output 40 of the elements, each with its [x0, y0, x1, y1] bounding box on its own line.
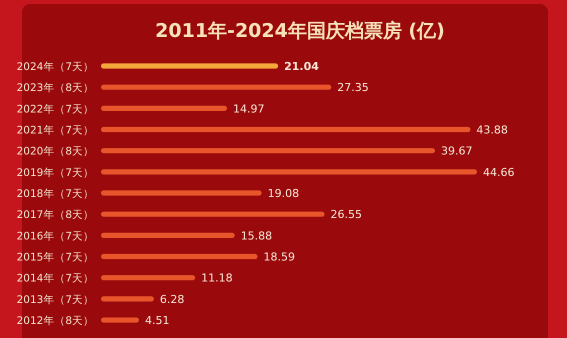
y-tick-label: 2018年（7天）: [16, 188, 94, 200]
data-label: 44.66: [483, 166, 514, 179]
bar: [101, 254, 258, 260]
y-tick-label: 2019年（7天）: [16, 166, 94, 179]
y-tick-label: 2014年（7天）: [16, 272, 94, 285]
data-label: 6.28: [160, 292, 184, 306]
data-label: 14.97: [233, 102, 265, 116]
data-label: 4.51: [144, 314, 170, 328]
data-label: 39.67: [440, 144, 472, 158]
data-label: 19.08: [268, 187, 300, 200]
bar: [101, 232, 235, 238]
y-tick-label: 2022年（7天）: [16, 103, 94, 116]
bar: [101, 212, 325, 217]
data-label: 27.35: [337, 81, 369, 94]
y-tick-label: 2021年（7天）: [16, 124, 94, 137]
y-tick-label: 2017年（8天）: [16, 209, 94, 222]
bar: [101, 296, 154, 302]
bar: [101, 190, 262, 196]
data-label: 26.55: [330, 208, 362, 222]
y-tick-label: 2016年（7天）: [16, 230, 94, 242]
data-label: 43.88: [476, 124, 508, 137]
chart-title: 2011年-2024年国庆档票房 (亿): [155, 20, 445, 42]
bar: [101, 126, 470, 132]
data-label: 21.04: [284, 60, 320, 73]
y-tick-label: 2024年（7天）: [16, 61, 94, 73]
y-tick-label: 2023年（8天）: [16, 82, 94, 94]
y-tick-label: 2020年（8天）: [16, 146, 94, 158]
bar: [101, 169, 477, 174]
bar: [101, 317, 139, 323]
y-tick-label: 2012年（8天）: [16, 315, 94, 328]
data-label: 18.59: [264, 250, 296, 264]
bar: [101, 275, 196, 280]
data-label: 15.88: [240, 229, 272, 242]
bar: [101, 148, 435, 154]
y-tick-label: 2013年（7天）: [16, 294, 94, 306]
bar: [101, 84, 332, 90]
bar: [101, 106, 228, 111]
y-tick-label: 2015年（7天）: [16, 252, 94, 264]
data-label: 11.18: [201, 272, 233, 285]
bar: [101, 63, 278, 69]
